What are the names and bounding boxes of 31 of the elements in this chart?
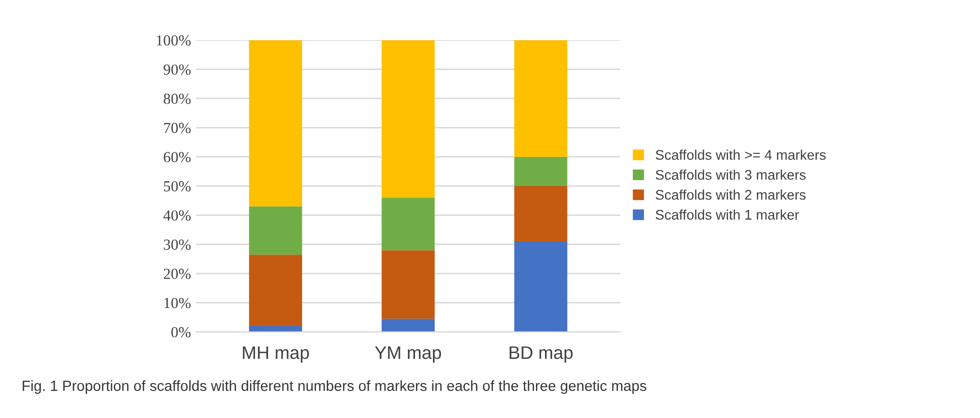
y-tick-label: 30%	[164, 240, 191, 250]
bar	[249, 326, 302, 332]
y-tick-label: 40%	[163, 210, 191, 221]
y-tick-label: 20%	[164, 268, 191, 280]
y-tick-label: 0%	[171, 327, 191, 338]
bar	[514, 40, 568, 157]
bar	[382, 198, 435, 250]
y-tick-label: 70%	[164, 122, 191, 134]
bar	[382, 250, 435, 319]
bar	[249, 40, 302, 206]
y-tick-label: 90%	[164, 64, 191, 75]
bar	[249, 254, 302, 326]
caption: Fig. 1 Proportion of scaffolds with different numbers of markers in each of the three genetic maps	[22, 380, 646, 394]
bar	[514, 156, 568, 186]
bar	[514, 186, 568, 242]
legend-label: Scaffolds with 3 markers	[656, 170, 806, 180]
legend-label: Scaffolds with 2 markers	[656, 190, 806, 200]
legend-label: Scaffolds with 1 marker	[656, 210, 799, 220]
legend-label: Scaffolds with >= 4 markers	[656, 150, 826, 160]
bar	[514, 241, 568, 332]
bar	[382, 40, 435, 198]
y-tick-label: 100%	[156, 35, 191, 46]
bar	[249, 206, 302, 255]
y-tick-label: 80%	[164, 94, 191, 104]
x-tick-label: BD map	[510, 346, 573, 363]
y-tick-label: 50%	[164, 181, 191, 192]
x-tick-label: YM map	[374, 346, 442, 363]
y-tick-label: 10%	[164, 298, 191, 308]
x-tick-label: MH map	[242, 346, 309, 363]
bar	[382, 318, 435, 332]
y-tick-label: 60%	[164, 152, 191, 162]
